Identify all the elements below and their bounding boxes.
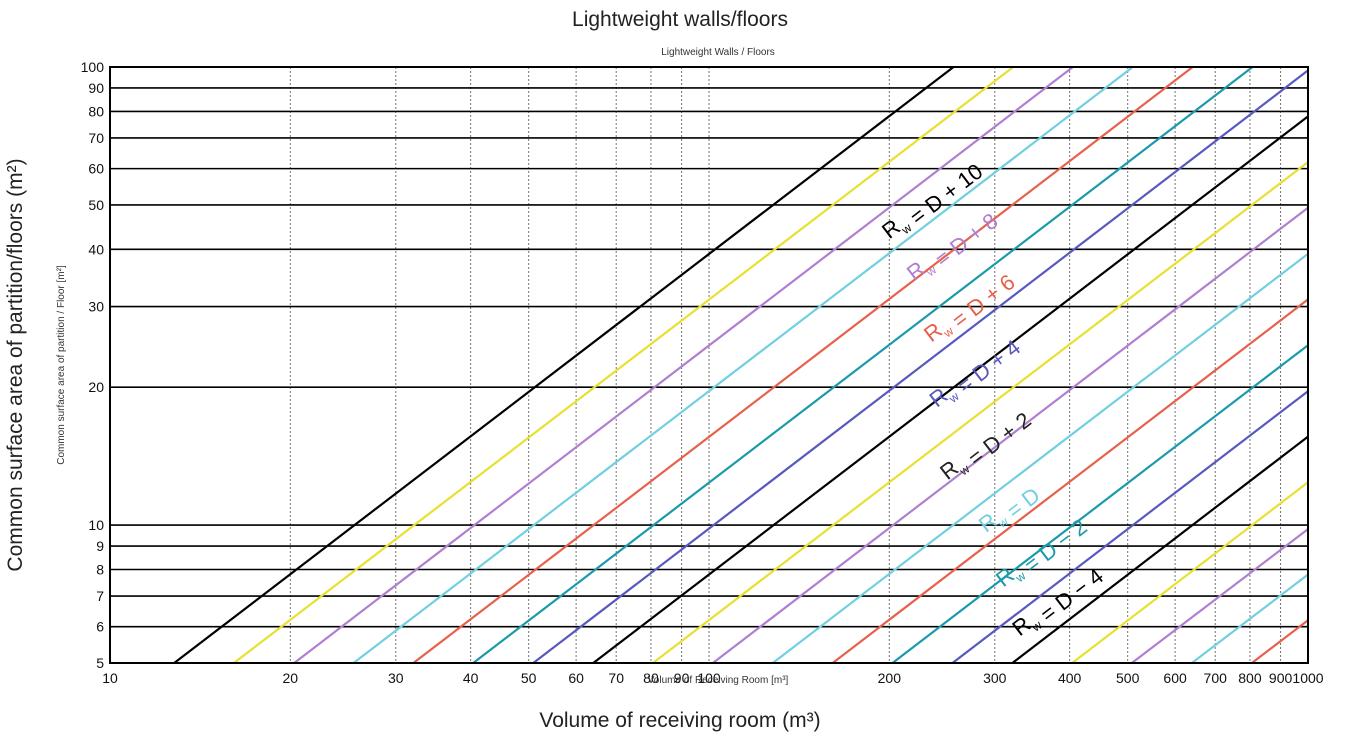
x-tick-label: 10 <box>102 670 118 686</box>
x-tick-label: 1000 <box>1292 670 1323 686</box>
x-tick-labels: 10 20 30 40 50 60 70 80 90 100 200 300 400 500 600 700 8… <box>102 670 1324 686</box>
y-tick-label: 10 <box>88 517 104 533</box>
x-tick-label: 50 <box>521 670 537 686</box>
series-line <box>712 206 1308 663</box>
x-tick-label: 200 <box>878 670 902 686</box>
series-line <box>1071 481 1308 663</box>
x-axis-label: Volume of receiving room (m³) <box>539 709 820 732</box>
y-axis-label: Common surface area of partition/floors … <box>4 158 27 571</box>
y-tick-label: 6 <box>96 619 104 635</box>
x-tick-label: 40 <box>463 670 479 686</box>
x-tick-label: 800 <box>1238 670 1262 686</box>
y-tick-label: 60 <box>88 161 104 177</box>
series-line <box>173 67 955 663</box>
series-line <box>412 67 1194 663</box>
x-tick-label: 20 <box>283 670 299 686</box>
plot-frame <box>109 66 1309 664</box>
x-tick-label: 100 <box>697 670 721 686</box>
line-annotation: Rw = D + 4 <box>925 330 1026 417</box>
series-line <box>1131 528 1308 663</box>
series-line <box>472 67 1254 663</box>
y-tick-label: 20 <box>88 379 104 395</box>
series-line <box>832 298 1308 663</box>
series-line <box>532 69 1308 663</box>
y-tick-label: 7 <box>96 588 104 604</box>
y-tick-label: 9 <box>96 538 104 554</box>
series-line <box>951 390 1308 663</box>
series-line <box>233 67 1014 663</box>
y-tick-label: 100 <box>81 59 105 75</box>
series-line <box>352 67 1134 663</box>
chart-inner-title: Lightweight Walls / Floors <box>661 47 775 58</box>
series-line <box>293 67 1074 663</box>
line-annotation: Rw = D + 2 <box>935 402 1036 489</box>
y-tick-label: 5 <box>96 655 104 671</box>
chart-title: Lightweight walls/floors <box>572 8 788 31</box>
x-tick-label: 60 <box>568 670 584 686</box>
x-tick-label: 400 <box>1058 670 1082 686</box>
x-tick-label: 70 <box>608 670 624 686</box>
y-tick-label: 30 <box>88 299 104 315</box>
x-tick-label: 600 <box>1163 670 1187 686</box>
line-annotation: Rw = D <box>974 478 1045 542</box>
series-group <box>173 67 1308 663</box>
series-line <box>1191 573 1308 663</box>
series-line <box>891 344 1308 663</box>
y-axis-inner-label: Common surface area of partition / Floor… <box>56 265 67 465</box>
x-tick-label: 900 <box>1269 670 1293 686</box>
x-tick-label: 30 <box>388 670 404 686</box>
y-tick-label: 50 <box>88 197 104 213</box>
y-tick-label: 8 <box>96 561 104 577</box>
series-line <box>652 161 1308 663</box>
y-tick-labels: 5 6 7 8 9 10 20 30 40 50 60 70 80 90 100 <box>81 59 105 671</box>
y-tick-label: 40 <box>88 241 104 257</box>
x-tick-label: 700 <box>1204 670 1228 686</box>
x-tick-label: 500 <box>1116 670 1140 686</box>
x-tick-label: 80 <box>643 670 659 686</box>
series-line <box>772 252 1308 663</box>
series-line <box>592 115 1308 663</box>
series-line <box>1251 619 1308 663</box>
y-tick-label: 70 <box>88 130 104 146</box>
x-tick-label: 90 <box>674 670 690 686</box>
y-tick-label: 80 <box>88 103 104 119</box>
x-tick-label: 300 <box>983 670 1007 686</box>
x-axis-inner-label: Volume of Receiving Room [m³] <box>648 675 789 686</box>
y-tick-label: 90 <box>88 80 104 96</box>
series-line <box>1011 435 1308 663</box>
